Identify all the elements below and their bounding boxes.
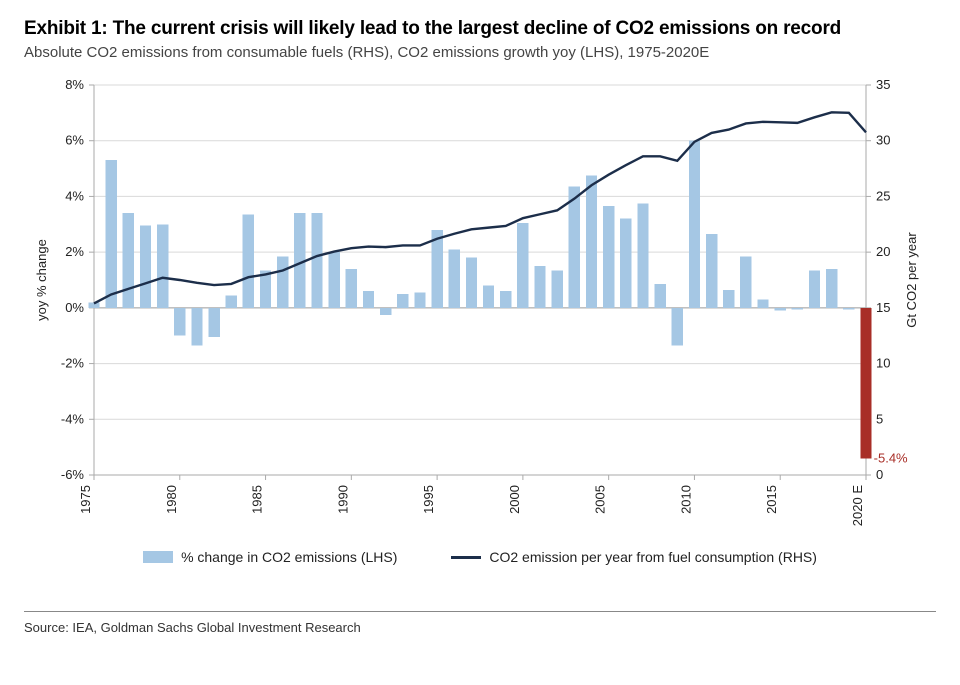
chart-container: -6% -4% -2% 0% 2% 4% 6% 8% 0 5 10 15 20 25 30 35 1975 198… — [24, 75, 936, 595]
divider — [24, 611, 936, 612]
svg-text:1990: 1990 — [335, 485, 350, 514]
svg-text:8%: 8% — [65, 77, 84, 92]
svg-text:-5.4%: -5.4% — [874, 450, 908, 465]
svg-text:2000: 2000 — [507, 485, 522, 514]
legend-item-line: CO2 emission per year from fuel consumpt… — [451, 549, 817, 565]
svg-text:0: 0 — [876, 467, 883, 482]
svg-text:20: 20 — [876, 244, 890, 259]
svg-text:1995: 1995 — [421, 485, 436, 514]
legend-swatch-bar — [143, 551, 173, 563]
svg-text:15: 15 — [876, 300, 890, 315]
svg-text:35: 35 — [876, 77, 890, 92]
svg-text:1985: 1985 — [250, 485, 265, 514]
svg-text:2010: 2010 — [678, 485, 693, 514]
svg-text:5: 5 — [876, 411, 883, 426]
svg-text:2020 E: 2020 E — [850, 485, 865, 527]
svg-text:2%: 2% — [65, 244, 84, 259]
svg-text:30: 30 — [876, 133, 890, 148]
legend-label-line: CO2 emission per year from fuel consumpt… — [489, 549, 817, 565]
legend-label-bar: % change in CO2 emissions (LHS) — [181, 549, 397, 565]
svg-text:Gt CO2 per year: Gt CO2 per year — [904, 232, 919, 328]
svg-text:6%: 6% — [65, 133, 84, 148]
emissions-chart: -6% -4% -2% 0% 2% 4% 6% 8% 0 5 10 15 20 25 30 35 1975 198… — [24, 75, 936, 545]
svg-text:25: 25 — [876, 188, 890, 203]
legend-item-bar: % change in CO2 emissions (LHS) — [143, 549, 397, 565]
legend-swatch-line — [451, 556, 481, 559]
exhibit-subtitle: Absolute CO2 emissions from consumable f… — [24, 44, 936, 61]
svg-text:-2%: -2% — [61, 356, 85, 371]
svg-text:0%: 0% — [65, 300, 84, 315]
svg-text:4%: 4% — [65, 188, 84, 203]
svg-text:-6%: -6% — [61, 467, 85, 482]
svg-text:2015: 2015 — [764, 485, 779, 514]
exhibit-title: Exhibit 1: The current crisis will likel… — [24, 18, 936, 40]
svg-text:2005: 2005 — [593, 485, 608, 514]
svg-text:-4%: -4% — [61, 411, 85, 426]
svg-text:yoy % change: yoy % change — [34, 239, 49, 321]
svg-text:1975: 1975 — [78, 485, 93, 514]
source-text: Source: IEA, Goldman Sachs Global Invest… — [24, 620, 936, 635]
svg-text:1980: 1980 — [164, 485, 179, 514]
chart-legend: % change in CO2 emissions (LHS) CO2 emis… — [24, 549, 936, 565]
svg-text:10: 10 — [876, 356, 890, 371]
exhibit-wrapper: Exhibit 1: The current crisis will likel… — [0, 0, 960, 685]
